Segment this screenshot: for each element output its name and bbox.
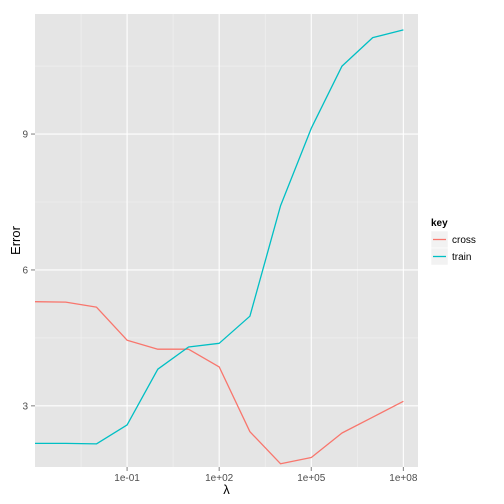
plot-panel (35, 14, 418, 467)
y-tick-label: 9 (22, 130, 28, 141)
y-tick-label: 6 (22, 265, 28, 276)
x-tick-label: 1e+08 (389, 473, 418, 484)
series-line-train (35, 29, 404, 445)
legend-label-cross: cross (452, 235, 476, 246)
x-tick-label: 1e+05 (297, 473, 326, 484)
y-axis-ticks: 3 6 9 (22, 130, 35, 412)
x-axis-title: λ (223, 482, 230, 497)
x-axis-ticks: 1e-01 1e+02 1e+05 1e+08 (114, 467, 418, 484)
y-axis-title: Error (8, 225, 23, 255)
legend-title: key (431, 218, 448, 229)
minor-gridlines (35, 14, 418, 467)
series-line-cross (34, 301, 404, 465)
legend: key cross train (430, 218, 476, 266)
x-tick-label: 1e-01 (114, 473, 140, 484)
major-gridlines (35, 14, 418, 467)
x-tick-label: 1e+02 (205, 473, 234, 484)
legend-label-train: train (452, 252, 471, 263)
y-tick-label: 3 (22, 401, 28, 412)
series-layer (34, 29, 404, 465)
